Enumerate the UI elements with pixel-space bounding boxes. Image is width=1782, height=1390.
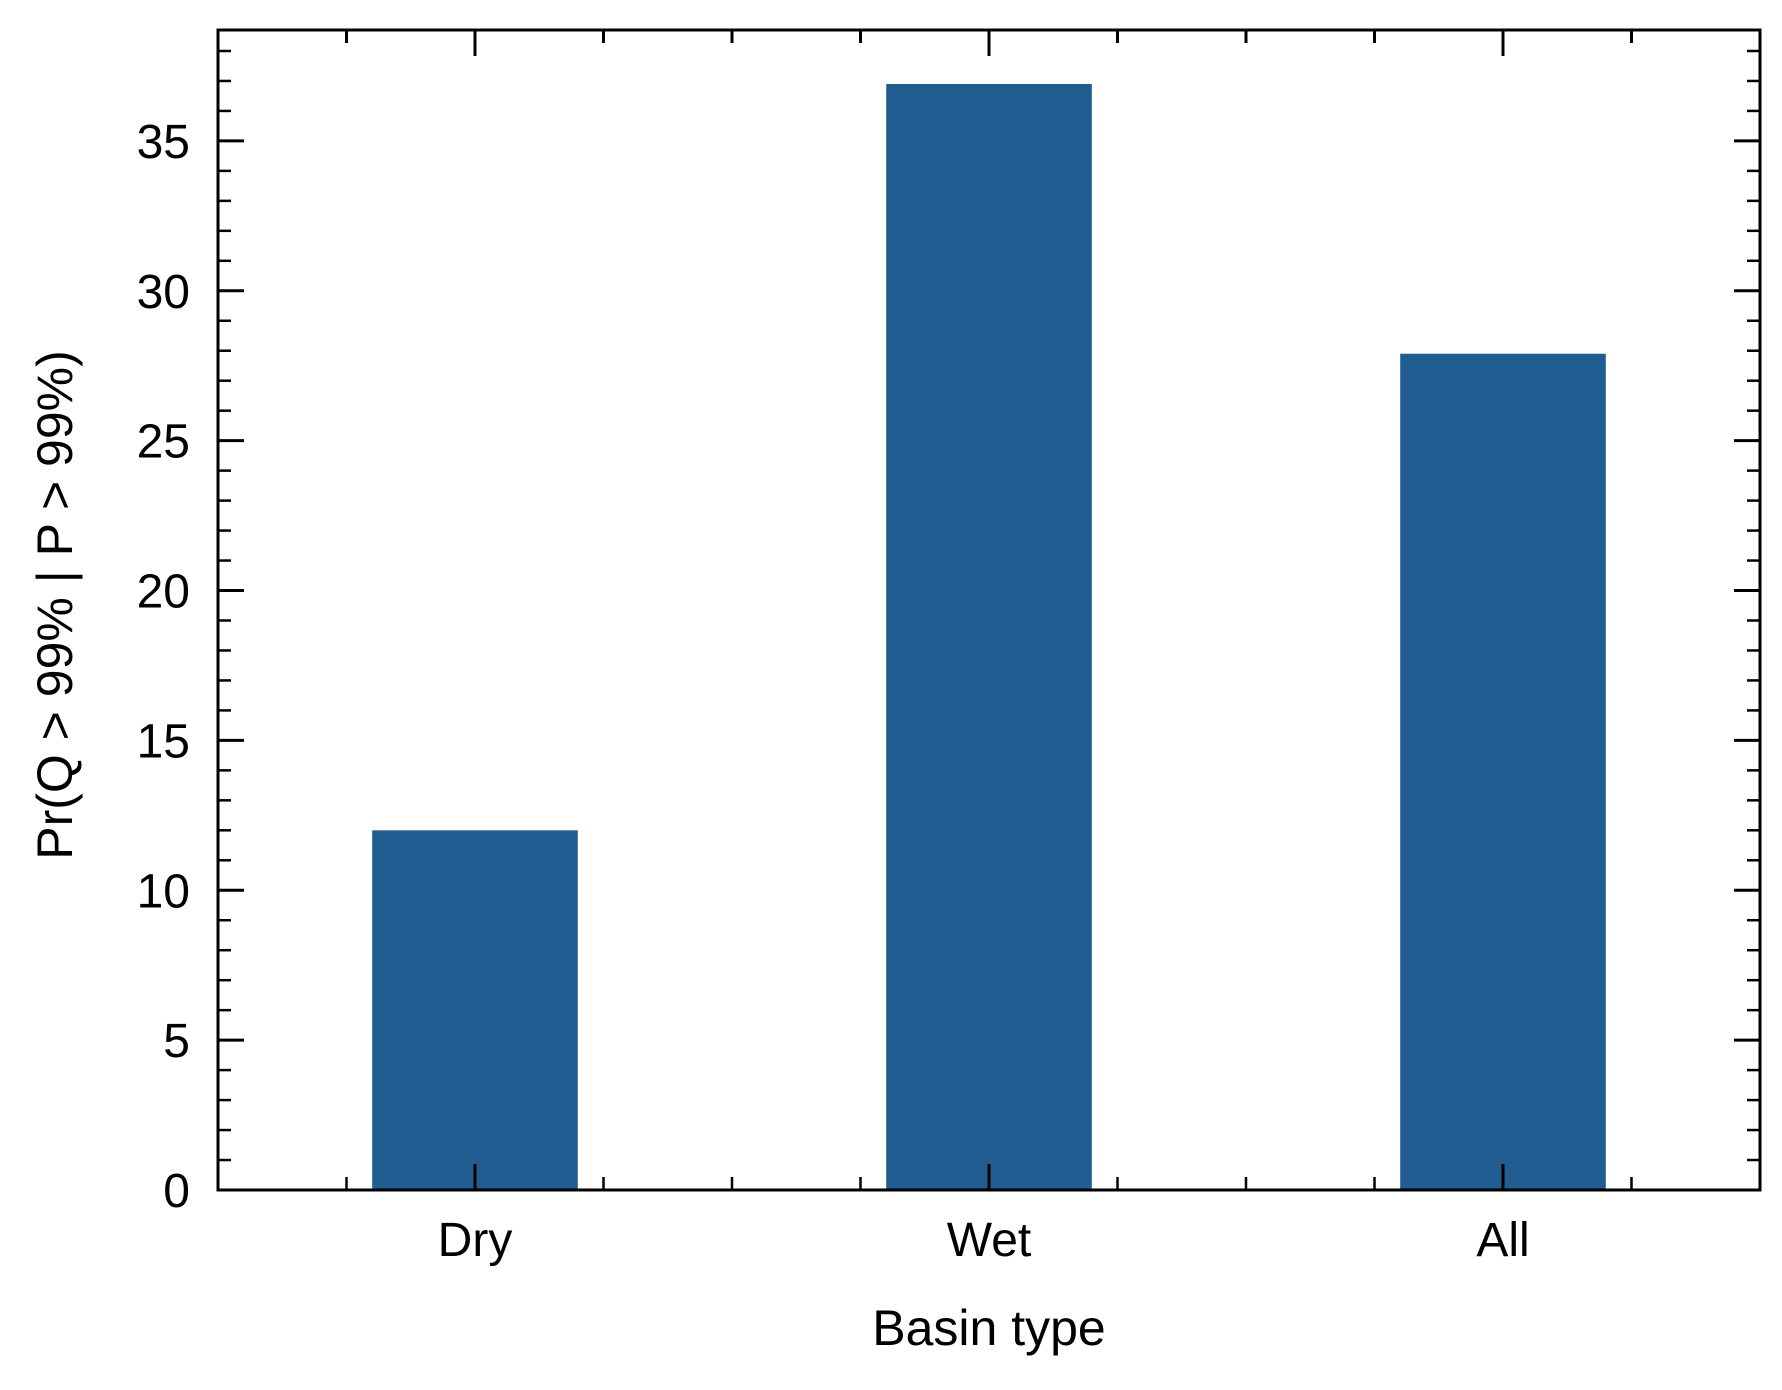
x-tick-label-wet: Wet (947, 1214, 1031, 1267)
y-tick-label: 25 (137, 416, 190, 469)
y-axis-label: Pr(Q > 99% | P > 99%) (27, 350, 83, 860)
y-tick-label: 35 (137, 116, 190, 169)
y-tick-label: 30 (137, 266, 190, 319)
y-tick-label: 15 (137, 715, 190, 768)
bars-layer (372, 83, 1606, 1190)
plot-frame (216, 28, 1762, 1192)
bar-dry (372, 830, 578, 1190)
labels-layer: 0 5 10 15 20 25 30 35 Dry Wet All (137, 116, 1530, 1267)
x-tick-label-all: All (1476, 1214, 1529, 1267)
bar-wet (886, 83, 1092, 1190)
y-tick-label: 10 (137, 865, 190, 918)
bar-all (1400, 353, 1606, 1190)
x-axis-label: Basin type (872, 1300, 1105, 1356)
x-tick-label-dry: Dry (438, 1214, 513, 1267)
y-tick-label: 5 (163, 1015, 190, 1068)
ticks-layer (218, 30, 1760, 1192)
y-tick-label: 0 (163, 1165, 190, 1218)
y-tick-label: 20 (137, 566, 190, 619)
